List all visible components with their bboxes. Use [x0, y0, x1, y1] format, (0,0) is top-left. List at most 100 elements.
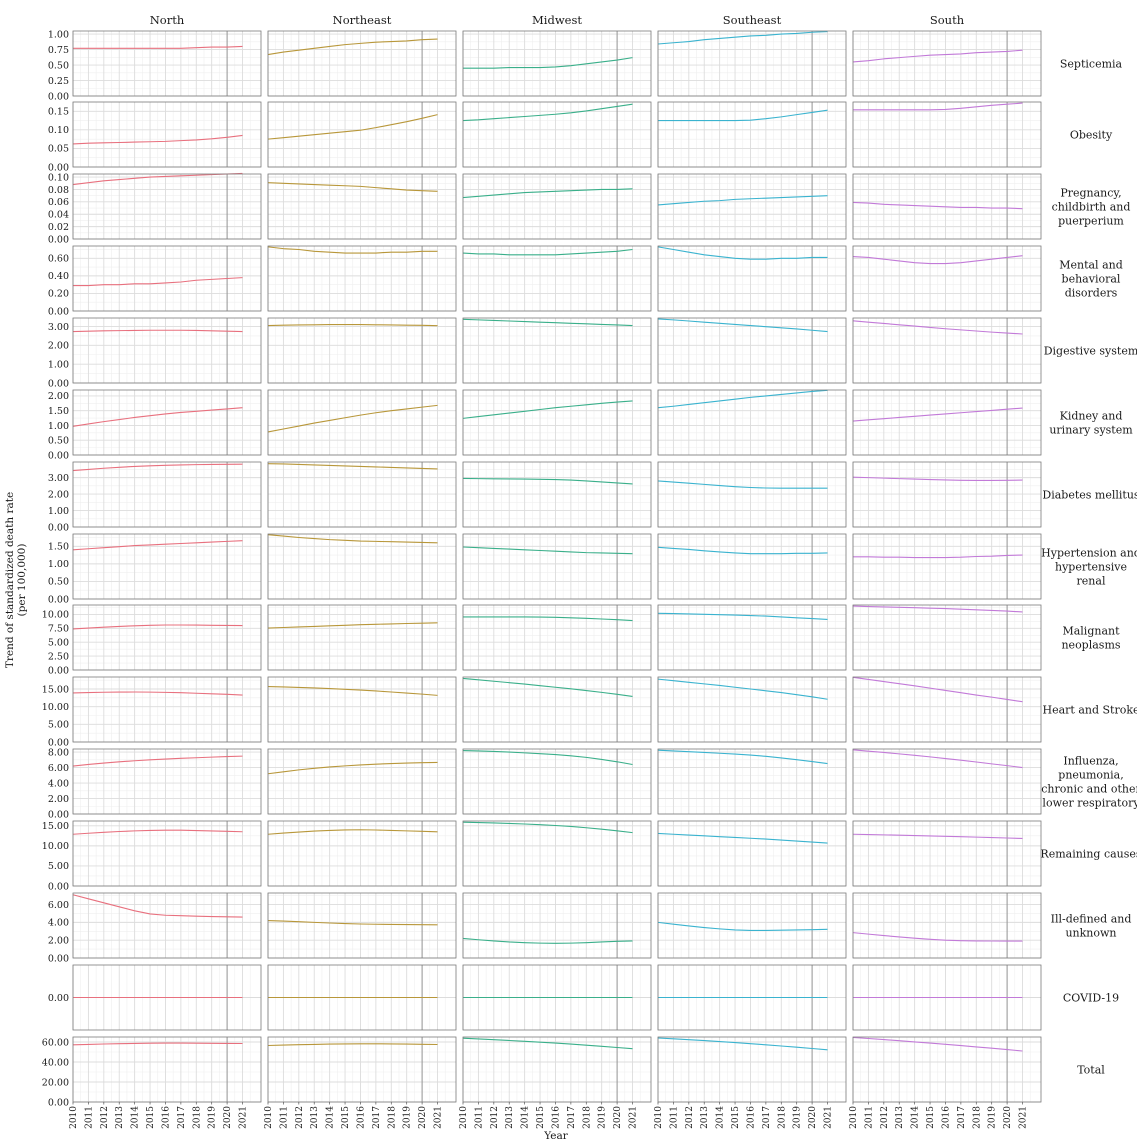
panel-septicemia-southeast [657, 30, 847, 97]
panel-background [853, 390, 1041, 455]
panel-background [73, 605, 261, 670]
x-tick-label: 2017 [957, 1106, 967, 1129]
y-tick-label: 1.00 [48, 421, 69, 432]
panel-border [852, 173, 1042, 240]
x-tick-label: 2010 [654, 1106, 664, 1129]
series-line-southeast [657, 546, 828, 555]
panel-background [853, 1037, 1041, 1102]
y-tick-label: 3.00 [48, 473, 69, 484]
y-tick-label: 0.00 [48, 809, 69, 820]
x-tick-label: 2018 [192, 1106, 202, 1129]
series-line-northeast [267, 829, 438, 835]
x-tick-label: 2012 [880, 1106, 890, 1129]
y-tick-label: 2.00 [48, 391, 69, 402]
y-tick-label: 0.00 [48, 594, 69, 605]
x-tick-label: 2013 [700, 1106, 710, 1129]
series-line-north [72, 755, 243, 767]
panel-border [267, 245, 457, 312]
panel-digestive-system-midwest [462, 317, 652, 384]
y-tick-label: 5.00 [48, 720, 69, 731]
panel-border [267, 173, 457, 240]
panel-border [657, 820, 847, 887]
y-tick-label: 0.02 [48, 222, 69, 233]
x-tick-label: 2021 [434, 1106, 444, 1129]
panel-covid-19-northeast [267, 964, 457, 1031]
x-tick-label: 2018 [582, 1106, 592, 1129]
x-tick-label: 2021 [239, 1106, 249, 1129]
panel-background [853, 102, 1041, 167]
series-line-midwest [462, 1037, 633, 1050]
panel-background [268, 31, 456, 96]
y-tick-label: 0.50 [48, 436, 69, 447]
x-tick-label: 2020 [808, 1106, 818, 1129]
panel-remaining-causes-southeast [657, 820, 847, 887]
panel-digestive-system-north [72, 317, 262, 384]
x-tick-label: 2017 [762, 1106, 772, 1129]
panel-border [657, 173, 847, 240]
series-line-northeast [267, 114, 438, 140]
panel-digestive-system-northeast [267, 317, 457, 384]
panel-border [852, 748, 1042, 815]
y-tick-label: 10.00 [42, 702, 69, 713]
series-line-southeast [657, 246, 828, 260]
series-line-southeast [657, 749, 828, 765]
y-tick-label: 0.10 [48, 172, 69, 183]
panel-covid-19-south [852, 964, 1042, 1031]
panel-background [268, 102, 456, 167]
panel-background [268, 318, 456, 383]
x-tick-label: 2017 [372, 1106, 382, 1129]
panel-border [267, 389, 457, 456]
panel-border [267, 461, 457, 528]
y-tick-label: 0.00 [48, 665, 69, 676]
x-tick-label: 2010 [459, 1106, 469, 1129]
column-label-northeast: Northeast [333, 13, 392, 27]
panel-border [462, 245, 652, 312]
panel-mental-and-behavioral-disorders-north [72, 245, 262, 312]
row-label-mental-and-behavioral-disorders: behavioral [1062, 273, 1121, 286]
y-tick-label: 0.00 [48, 737, 69, 748]
panel-background [463, 677, 651, 742]
panel-border [852, 1036, 1042, 1103]
series-line-northeast [267, 324, 438, 327]
panel-obesity-midwest [462, 101, 652, 168]
panel-background [658, 749, 846, 814]
panel-background [658, 390, 846, 455]
row-label-digestive-system: Digestive system [1044, 345, 1137, 358]
x-tick-label: 2013 [505, 1106, 515, 1129]
panel-remaining-causes-midwest [462, 820, 652, 887]
panel-background [853, 534, 1041, 599]
panel-septicemia-south [852, 30, 1042, 97]
panel-background [853, 677, 1041, 742]
series-line-south [852, 49, 1023, 63]
x-axis-title: Year [543, 1130, 568, 1141]
y-tick-label: 60.00 [42, 1037, 69, 1048]
series-line-midwest [462, 400, 633, 419]
series-line-southeast [657, 318, 828, 333]
series-line-north [73, 277, 243, 287]
y-tick-label: 5.00 [48, 638, 69, 649]
x-tick-label: 2019 [403, 1106, 413, 1129]
panel-background [463, 390, 651, 455]
panel-obesity-northeast [267, 101, 457, 168]
series-line-southeast [657, 1037, 828, 1051]
panel-ill-defined-and-unknown-midwest [462, 892, 652, 959]
y-tick-label: 0.00 [48, 91, 69, 102]
panel-background [658, 821, 846, 886]
y-tick-label: 2.00 [48, 794, 69, 805]
x-tick-label: 2015 [341, 1106, 351, 1129]
panel-obesity-southeast [657, 101, 847, 168]
x-tick-label: 2020 [613, 1106, 623, 1129]
y-tick-label: 2.00 [48, 935, 69, 946]
panel-background [658, 246, 846, 311]
panel-border [72, 101, 262, 168]
y-tick-label: 0.00 [48, 1097, 69, 1108]
x-tick-label: 2016 [551, 1106, 561, 1129]
series-line-northeast [267, 622, 438, 629]
series-line-south [853, 554, 1023, 559]
panel-pregnancy-childbirth-and-puerperium-north [72, 172, 262, 240]
series-line-northeast [267, 534, 438, 544]
panel-border [657, 245, 847, 312]
row-label-influenza-pneumonia-chronic-and-other-lower-respiratory: pneumonia, [1058, 769, 1123, 782]
panel-border [267, 820, 457, 887]
panel-hypertension-and-hypertensive-renal-south [852, 533, 1042, 600]
